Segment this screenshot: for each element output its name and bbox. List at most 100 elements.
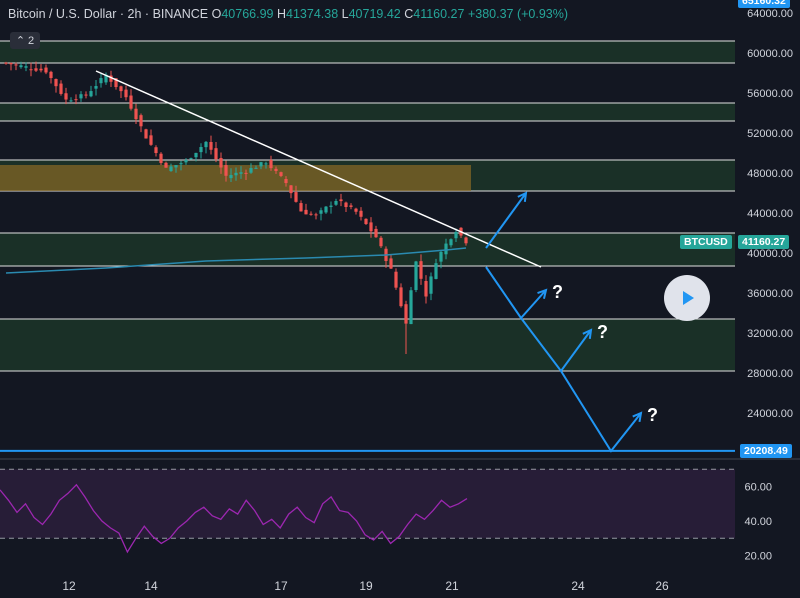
symbol-title[interactable]: Bitcoin / U.S. Dollar: [8, 7, 117, 21]
candle-body: [9, 62, 13, 65]
candle-body: [454, 231, 458, 239]
support-zone: [0, 41, 735, 63]
time-axis-tick: 17: [274, 579, 288, 593]
candle-body: [134, 108, 138, 120]
candle-body: [184, 160, 188, 163]
price-axis-tick: 28000.00: [747, 368, 793, 380]
candle-body: [144, 129, 148, 139]
rsi-band-fill: [0, 469, 735, 539]
question-mark-annotation: ?: [552, 282, 563, 302]
candle-body: [404, 304, 408, 324]
candle-body: [394, 271, 398, 288]
candle-body: [4, 62, 8, 64]
rsi-pane: [0, 468, 735, 554]
projection-arrow: [485, 266, 547, 320]
price-axis-tick: 44000.00: [747, 208, 793, 220]
candle-body: [129, 95, 133, 109]
price-pane: ???: [0, 40, 735, 453]
candle-body: [369, 222, 373, 232]
candle-body: [409, 290, 413, 325]
candle-body: [344, 202, 348, 208]
candle-body: [79, 94, 83, 99]
candle-body: [224, 165, 228, 176]
candle-body: [59, 83, 63, 94]
candle-body: [439, 251, 443, 262]
candle-body: [314, 214, 318, 216]
candle-body: [114, 78, 118, 88]
rsi-axis-tick: 40.00: [744, 516, 772, 528]
candle-body: [354, 208, 358, 212]
high-value: 41374.38: [286, 7, 339, 21]
price-axis-tick: 40000.00: [747, 248, 793, 260]
candle-body: [269, 159, 273, 169]
candle-body: [239, 172, 243, 174]
candle-body: [159, 153, 163, 163]
candle-body: [29, 69, 33, 71]
candle-body: [359, 210, 363, 217]
candle-body: [279, 172, 283, 176]
chevron-up-icon: ⌃: [15, 35, 26, 47]
candle-body: [124, 89, 128, 98]
price-axis-tick: 36000.00: [747, 288, 793, 300]
price-axis-tick: 52000.00: [747, 128, 793, 140]
projection-arrow: [560, 370, 642, 453]
candle-body: [304, 209, 308, 215]
support-price-tag: 20208.49: [740, 444, 792, 458]
candle-body: [259, 162, 263, 167]
candle-body: [104, 74, 108, 83]
candle-body: [234, 172, 238, 176]
candle-body: [209, 142, 213, 150]
arrow-head: [517, 191, 528, 203]
candle-body: [84, 94, 88, 96]
candle-body: [349, 205, 353, 207]
last-price-tag: 41160.27: [738, 235, 790, 249]
indicators-toggle-button[interactable]: ⌃ 2: [10, 32, 40, 49]
candle-body: [414, 261, 418, 291]
high-label: H: [276, 7, 287, 21]
candle-body: [339, 199, 343, 202]
candle-body: [39, 68, 43, 71]
candle-body: [154, 147, 158, 154]
time-axis-tick: 21: [445, 579, 459, 593]
close-label: C: [404, 7, 414, 21]
candle-body: [449, 239, 453, 246]
candle-body: [464, 237, 468, 244]
candle-body: [264, 163, 268, 165]
rsi-axis-tick: 20.00: [744, 551, 772, 563]
low-label: L: [341, 7, 349, 21]
candle-body: [319, 210, 323, 214]
open-value: 40766.99: [221, 7, 274, 21]
candle-body: [169, 166, 173, 172]
candle-body: [34, 68, 38, 71]
low-value: 40719.42: [348, 7, 401, 21]
candle-body: [199, 147, 203, 153]
candle-body: [424, 280, 428, 297]
support-zone: [0, 233, 735, 266]
candle-body: [219, 157, 223, 168]
candle-body: [214, 148, 218, 160]
candle-body: [69, 100, 73, 102]
support-zone: [0, 103, 735, 121]
candle-body: [294, 192, 298, 202]
candle-body: [299, 203, 303, 212]
candle-body: [109, 75, 113, 82]
candle-body: [284, 178, 288, 184]
candle-body: [329, 205, 333, 207]
open-label: O: [211, 7, 222, 21]
candle-body: [54, 78, 58, 87]
time-axis-tick: 12: [62, 579, 76, 593]
candle-body: [379, 237, 383, 247]
interval-label[interactable]: 2h: [127, 7, 142, 21]
candle-body: [399, 287, 403, 307]
candle-body: [89, 91, 93, 97]
candle-body: [434, 263, 438, 279]
symbol-tag: BTCUSD: [680, 235, 732, 249]
change-value: +380.37 (+0.93%): [467, 7, 569, 21]
moving-average-line: [5, 247, 467, 274]
candle-body: [149, 135, 153, 145]
price-axis-tick: 24000.00: [747, 408, 793, 420]
play-button[interactable]: [664, 275, 710, 321]
candle-body: [194, 152, 198, 158]
candle-body: [429, 276, 433, 294]
